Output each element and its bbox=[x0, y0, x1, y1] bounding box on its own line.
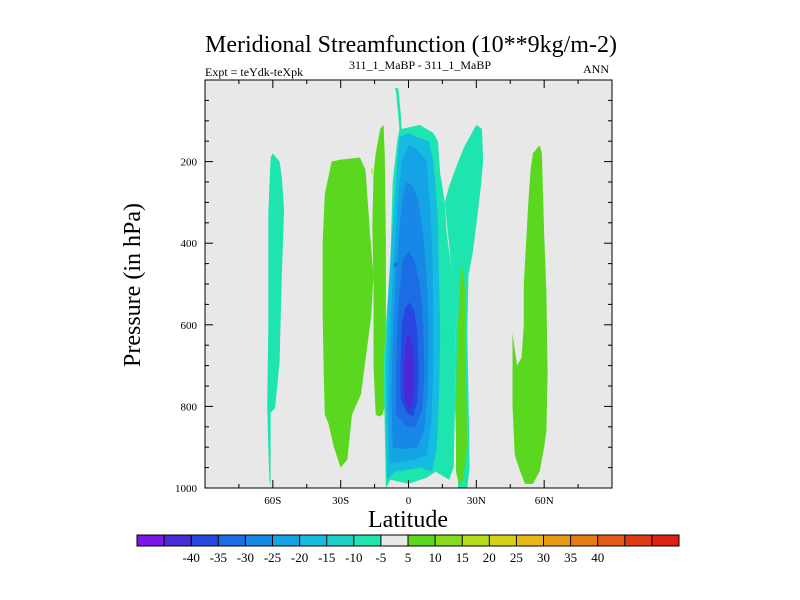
contour-region-core-35 bbox=[404, 333, 415, 411]
colorbar-label: -20 bbox=[291, 550, 308, 565]
colorbar-swatch bbox=[218, 535, 246, 546]
colorbar-label: 10 bbox=[429, 550, 442, 565]
colorbar-swatch bbox=[597, 535, 626, 546]
y-tick-label: 1000 bbox=[175, 483, 198, 495]
contour-region-band-35s-green bbox=[322, 157, 374, 468]
colorbar-swatch bbox=[326, 535, 355, 546]
colorbar-label: 5 bbox=[405, 550, 412, 565]
colorbar-swatch bbox=[516, 535, 544, 546]
colorbar-label: 20 bbox=[483, 550, 496, 565]
colorbar-label: -30 bbox=[237, 550, 254, 565]
x-tick-label: 0 bbox=[406, 495, 412, 507]
x-tick-label: 30S bbox=[332, 495, 349, 507]
colorbar-label: -5 bbox=[375, 550, 386, 565]
contour-region-band-15s-green bbox=[372, 124, 386, 417]
contour-fill-layer bbox=[267, 88, 548, 489]
colorbar-swatch bbox=[543, 535, 571, 546]
y-tick-label: 600 bbox=[181, 320, 198, 332]
y-tick-label: 400 bbox=[181, 238, 198, 250]
colorbar-label: 15 bbox=[456, 550, 469, 565]
colorbar-label: -40 bbox=[183, 550, 200, 565]
colorbar-swatch bbox=[651, 535, 680, 546]
axis-ticks: 60S 30S 0 30N 60N 200 400 600 800 1000 bbox=[175, 79, 612, 507]
colorbar-label: -10 bbox=[345, 550, 362, 565]
colorbar-swatch bbox=[353, 535, 382, 546]
contour-region-speck-1 bbox=[371, 167, 373, 175]
y-tick-label: 800 bbox=[181, 401, 198, 413]
x-tick-label: 30N bbox=[467, 495, 486, 507]
colorbar-swatch bbox=[408, 535, 436, 546]
colorbar-label: -15 bbox=[318, 550, 335, 565]
colorbar-swatch bbox=[191, 535, 219, 546]
colorbar-swatch bbox=[245, 535, 273, 546]
colorbar-label: -25 bbox=[264, 550, 281, 565]
experiment-super-label: 311_1_MaBP - 311_1_MaBP bbox=[349, 58, 491, 72]
chart-title: Meridional Streamfunction (10**9kg/m-2) bbox=[205, 32, 617, 58]
colorbar-swatch bbox=[489, 535, 517, 546]
y-axis-label: Pressure (in hPa) bbox=[120, 203, 146, 367]
colorbar-frame bbox=[136, 534, 680, 547]
colorbar-swatch bbox=[380, 535, 409, 546]
colorbar-label: 30 bbox=[537, 550, 550, 565]
colorbar-swatch bbox=[164, 535, 192, 546]
season-label: ANN bbox=[583, 62, 609, 76]
contour-region-dot-blue bbox=[393, 261, 398, 268]
colorbar-swatch bbox=[624, 535, 653, 546]
colorbar-swatch bbox=[272, 535, 300, 546]
x-tick-label: 60S bbox=[264, 495, 281, 507]
contour-region-band-30n-green bbox=[456, 267, 468, 486]
colorbar-swatch bbox=[570, 535, 598, 546]
colorbar-label: 40 bbox=[591, 550, 604, 565]
contour-region-band-60s-left bbox=[267, 153, 285, 486]
colorbar-label: -35 bbox=[210, 550, 227, 565]
x-tick-label: 60N bbox=[535, 495, 554, 507]
colorbar-label: 35 bbox=[564, 550, 577, 565]
colorbar-swatch bbox=[137, 535, 165, 546]
colorbar-label: 25 bbox=[510, 550, 523, 565]
colorbar-swatch bbox=[462, 535, 490, 546]
colorbar-swatch bbox=[435, 535, 463, 546]
colorbar-swatch bbox=[299, 535, 327, 546]
experiment-label: Expt = teYdk-teXpk bbox=[205, 65, 303, 79]
y-tick-label: 200 bbox=[181, 157, 198, 169]
contour-region-band-60n-green bbox=[512, 145, 548, 484]
x-axis-label: Latitude bbox=[368, 507, 448, 533]
colorbar: -40 -35 -30 -25 -20 -15 -10 -5 5 10 15 20 25 30 35 40 bbox=[136, 534, 680, 565]
